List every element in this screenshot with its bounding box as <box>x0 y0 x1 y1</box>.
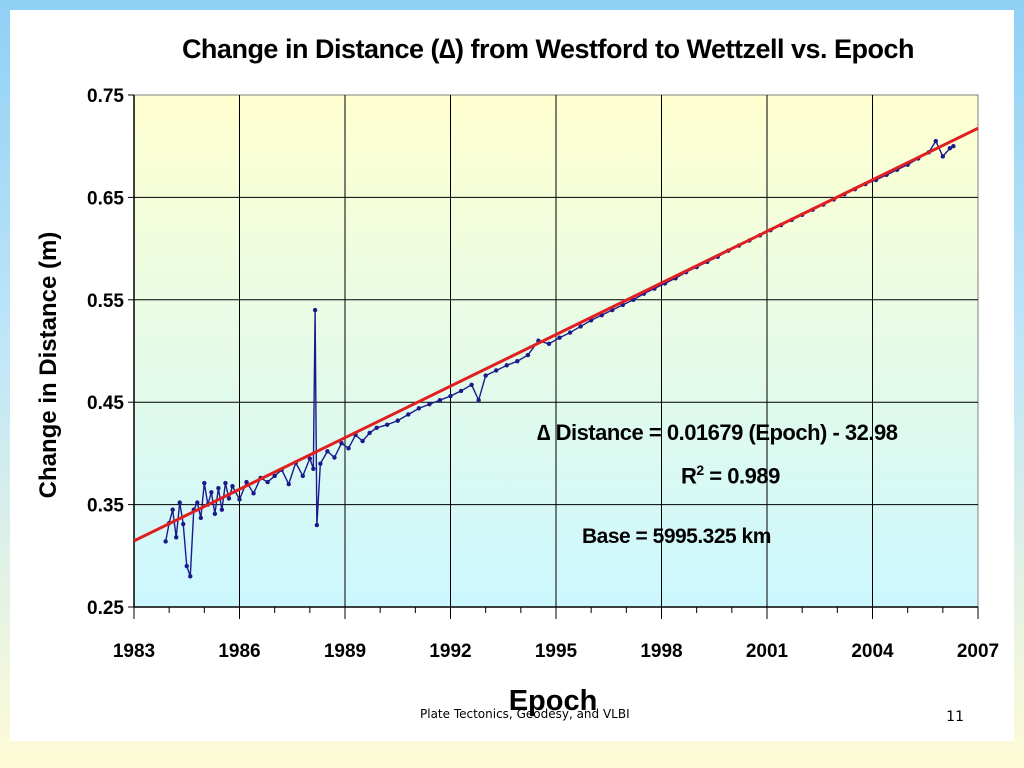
data-point <box>244 479 249 485</box>
data-point <box>437 397 443 403</box>
data-point <box>216 486 221 491</box>
data-point <box>181 521 186 527</box>
data-point <box>374 425 379 430</box>
x-tick-label: 1983 <box>113 641 155 662</box>
data-point <box>286 481 291 487</box>
y-axis-label: Change in Distance (m) <box>35 232 62 499</box>
data-point <box>198 515 204 521</box>
data-point <box>476 397 481 403</box>
data-point <box>406 412 411 417</box>
data-point <box>209 490 214 495</box>
y-tick-label: 0.75 <box>87 86 124 107</box>
data-point <box>237 497 242 502</box>
x-tick-label: 2007 <box>957 641 999 662</box>
y-tick-label: 0.45 <box>87 393 124 414</box>
x-tick-label: 1986 <box>218 641 260 662</box>
data-point <box>448 393 453 399</box>
data-point <box>325 449 330 454</box>
data-point <box>212 511 218 517</box>
slide: Change in Distance (∆) from Westford to … <box>10 10 1014 741</box>
x-tick-label: 2004 <box>851 641 894 662</box>
data-point <box>557 335 562 340</box>
data-point <box>188 574 193 579</box>
footer-caption: Plate Tectonics, Geodesy, and VLBI <box>420 707 630 721</box>
r-squared-letter: R <box>681 463 697 489</box>
x-tick-label: 1992 <box>429 641 471 662</box>
data-point <box>933 138 938 144</box>
y-tick-label: 0.25 <box>87 598 124 619</box>
data-point <box>546 341 552 347</box>
data-point <box>427 402 432 407</box>
r-squared-exponent: 2 <box>696 462 704 478</box>
data-point <box>219 507 225 512</box>
data-point <box>174 535 179 540</box>
data-point <box>395 418 400 423</box>
data-point <box>416 406 422 411</box>
data-point <box>515 359 520 364</box>
data-point <box>265 479 270 485</box>
data-point <box>367 430 372 436</box>
y-tick-label: 0.65 <box>87 188 124 209</box>
data-point <box>300 473 305 479</box>
data-point <box>940 154 946 159</box>
x-tick-label: 1995 <box>535 641 578 662</box>
data-point <box>339 440 344 446</box>
x-tick-label: 1989 <box>324 641 366 662</box>
data-point <box>163 539 168 544</box>
equation-annotation: ∆ Distance = 0.01679 (Epoch) - 32.98 <box>537 420 898 445</box>
y-tick-label: 0.55 <box>87 291 124 312</box>
data-point <box>458 388 464 394</box>
data-point <box>195 500 200 505</box>
r-squared-annotation: R2 = 0.989 <box>681 462 780 489</box>
x-tick-label: 1998 <box>640 641 682 662</box>
fit-line <box>133 126 979 543</box>
data-point <box>226 496 232 501</box>
data-point <box>567 330 573 335</box>
data-point <box>170 507 175 512</box>
data-point <box>312 307 318 313</box>
data-point <box>578 324 583 329</box>
data-point <box>469 382 474 387</box>
data-point <box>332 455 337 460</box>
base-annotation: Base = 5995.325 km <box>582 525 771 548</box>
page-number: 11 <box>946 709 964 725</box>
x-axis-label: Epoch <box>509 685 598 717</box>
data-point <box>525 352 531 358</box>
data-point <box>177 500 182 505</box>
data-point <box>202 480 207 486</box>
grid-lines <box>134 95 978 607</box>
data-point <box>314 522 320 528</box>
data-point <box>951 144 956 149</box>
data-point <box>947 146 953 151</box>
chart: Change in Distance (∆) from Westford to … <box>35 34 999 717</box>
data-point <box>307 456 313 461</box>
data-point <box>494 368 499 373</box>
data-point <box>184 563 189 569</box>
data-point <box>346 446 351 451</box>
data-point <box>230 483 235 489</box>
y-tick-label: 0.35 <box>87 496 124 517</box>
data-point <box>318 461 323 466</box>
x-tick-label: 2001 <box>746 641 789 662</box>
data-point <box>223 480 228 486</box>
data-point <box>504 363 509 368</box>
data-point <box>272 473 277 479</box>
axes: 1983 1986 1989 1992 1995 1998 2001 2004 2007 0.25… <box>87 86 999 662</box>
chart-title: Change in Distance (∆) from Westford to … <box>182 34 914 64</box>
r-squared-value: = 0.989 <box>703 463 780 489</box>
data-point <box>251 491 256 496</box>
data-point <box>483 373 488 378</box>
data-point <box>360 438 365 444</box>
data-point <box>311 466 316 471</box>
data-point <box>385 422 390 427</box>
